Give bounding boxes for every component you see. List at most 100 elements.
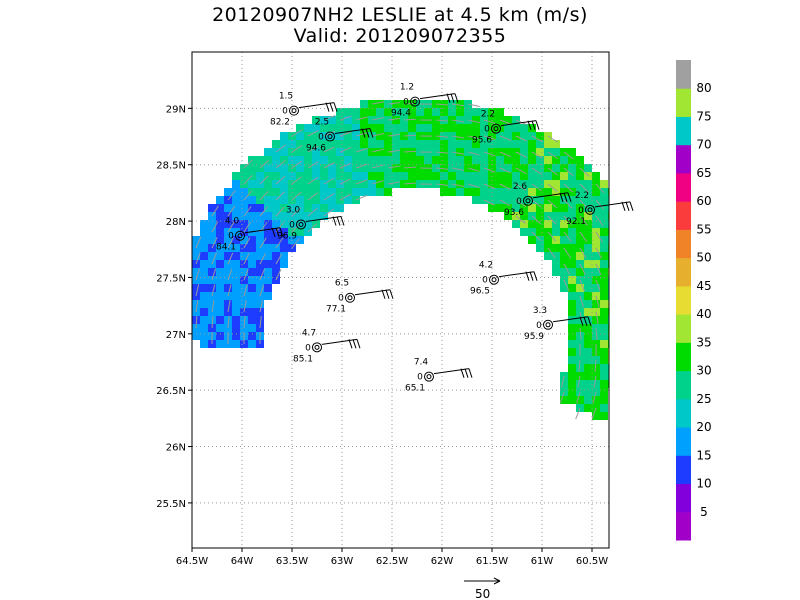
wind-vector <box>243 190 253 201</box>
wind-vector <box>371 148 384 153</box>
station-mid-value: 0 <box>403 98 409 108</box>
wind-vector <box>595 199 604 210</box>
field-cell <box>376 148 384 156</box>
field-cell <box>200 292 208 300</box>
field-cell <box>264 236 272 244</box>
field-cell <box>560 236 568 244</box>
colorbar-segment <box>676 427 691 456</box>
field-cell <box>216 268 224 276</box>
field-cell <box>328 148 336 156</box>
station-top-value: 2.5 <box>315 118 329 128</box>
field-cell <box>560 188 568 196</box>
field-cell <box>384 156 392 164</box>
colorbar-label: 10 <box>696 477 711 491</box>
wind-vector <box>371 180 384 185</box>
field-cell <box>216 292 224 300</box>
field-cell <box>360 124 368 132</box>
colorbar-segment <box>676 342 691 372</box>
field-cell <box>584 332 592 340</box>
field-cell <box>536 172 544 180</box>
field-cell <box>584 348 592 356</box>
wind-vector <box>612 264 617 275</box>
field-cell <box>568 236 576 244</box>
field-cell <box>232 260 240 268</box>
station-marker-inner <box>525 198 531 204</box>
wind-vector <box>291 207 301 217</box>
field-cell <box>248 308 256 316</box>
title-line-1: 20120907NH2 LESLIE at 4.5 km (m/s) <box>212 4 588 26</box>
wind-vector <box>547 167 558 176</box>
wind-barb-flag <box>329 102 334 112</box>
field-cell <box>456 100 464 108</box>
wind-vector <box>387 102 400 105</box>
wind-vector <box>323 208 335 217</box>
field-cell <box>280 132 288 140</box>
field-cell <box>424 156 432 164</box>
field-cell <box>208 220 216 228</box>
field-cell <box>392 140 400 148</box>
field-cell <box>392 132 400 140</box>
field-cell <box>472 116 480 124</box>
field-cell <box>216 236 224 244</box>
wind-vector <box>575 407 581 420</box>
field-cell <box>376 156 384 164</box>
field-cell <box>552 156 560 164</box>
field-cell <box>208 284 216 292</box>
field-cell <box>480 188 488 196</box>
field-cell <box>512 188 520 196</box>
wind-barb-flag <box>464 368 469 378</box>
field-cell <box>312 172 320 180</box>
field-cell <box>280 164 288 172</box>
field-cell <box>264 276 272 284</box>
wind-vector <box>259 316 262 329</box>
wind-vector <box>259 300 263 313</box>
wind-vector <box>403 134 417 137</box>
field-cell <box>536 156 544 164</box>
field-cell <box>536 244 544 252</box>
wind-barb-flag <box>625 201 630 211</box>
field-cell <box>328 156 336 164</box>
field-cell <box>472 124 480 132</box>
field-cell <box>256 268 264 276</box>
field-cell <box>256 172 264 180</box>
field-cell <box>600 412 608 420</box>
field-cell <box>208 236 216 244</box>
field-cell <box>216 228 224 236</box>
x-tick-label: 63.5W <box>276 556 308 567</box>
field-cell <box>480 108 488 116</box>
wind-vector <box>355 163 368 169</box>
field-cell <box>344 124 352 132</box>
latitude-axis: 25.5N 26N 26.5N 27N 27.5N 28N 28.5N 29N <box>156 104 192 510</box>
field-cell <box>200 260 208 268</box>
wind-vector <box>563 199 573 209</box>
field-cell <box>400 172 408 180</box>
field-cell <box>216 220 224 228</box>
map-frame <box>191 51 610 549</box>
field-cell <box>328 140 336 148</box>
field-cell <box>280 260 288 268</box>
wind-vector <box>291 238 300 249</box>
wind-vector <box>563 183 574 193</box>
colorbar-segment <box>676 116 691 146</box>
wind-vector <box>593 375 597 388</box>
field-cell <box>568 292 576 300</box>
field-cell <box>584 236 592 244</box>
field-cell <box>240 300 248 308</box>
field-cell <box>248 316 256 324</box>
field-cell <box>224 220 232 228</box>
wind-vector <box>499 119 512 125</box>
field-cell <box>280 172 288 180</box>
wind-barb-flag <box>385 289 390 299</box>
field-cell <box>328 164 336 172</box>
field-cell <box>216 244 224 252</box>
field-cell <box>472 172 480 180</box>
wind-vector <box>243 300 247 313</box>
field-cell <box>568 308 576 316</box>
field-cell <box>192 236 200 244</box>
field-cell <box>216 300 224 308</box>
wind-vector <box>515 151 527 158</box>
field-cell <box>312 204 320 212</box>
station-bottom-value: 93.6 <box>504 208 524 218</box>
field-cell <box>600 260 608 268</box>
field-cell <box>584 324 592 332</box>
